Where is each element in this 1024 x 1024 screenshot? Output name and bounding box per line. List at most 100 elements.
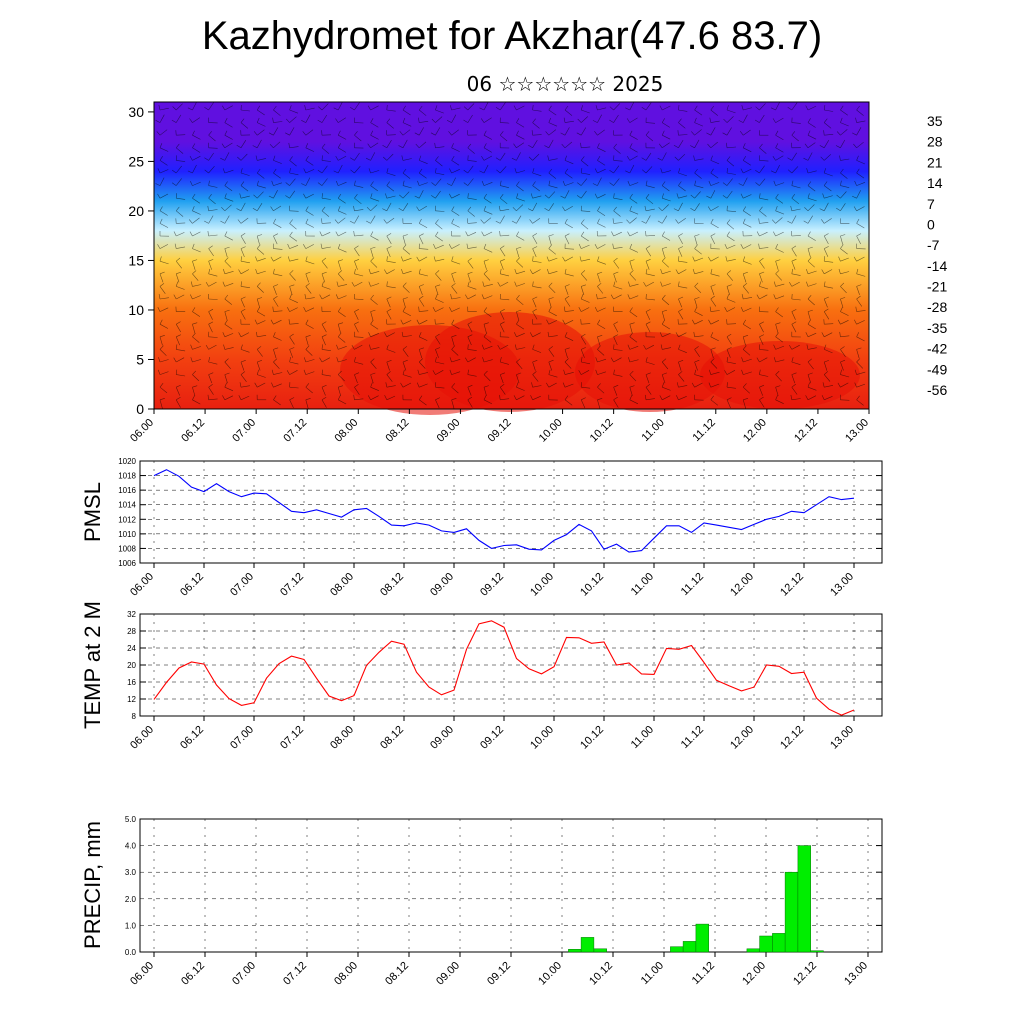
pmsl-xtick-label: 06.12 [178,571,206,599]
precip-frame [139,818,883,953]
colorbar-label: 35 [927,113,943,129]
precip-bar [580,937,595,953]
heatmap-ytick-label: 15 [128,252,144,268]
temp-xtick-label: 12.00 [728,724,756,752]
heatmap-ytick-label: 0 [136,401,144,417]
temp-ytick-label: 24 [127,644,136,653]
pmsl-xtick-label: 10.12 [578,571,606,599]
colorbar-label: -21 [927,279,947,295]
precip-bar [593,948,607,953]
precip-xtick-label: 06.12 [179,960,207,988]
precip-bar [746,948,760,953]
temp-xtick-label: 09.12 [478,724,506,752]
pmsl-xtick-label: 07.00 [228,571,256,599]
temp-xtick-label: 06.00 [128,724,156,752]
precip-xtick-label: 07.00 [230,960,258,988]
heatmap-ytick-label: 25 [128,153,144,169]
warm-core [575,332,725,412]
temp-ytick-label: 32 [127,610,136,619]
pmsl-frame [139,460,883,564]
pmsl-xtick-label: 12.12 [778,571,806,599]
precip-bar [682,941,697,953]
precip-ytick-label: 3.0 [125,868,137,877]
temp-ytick-label: 8 [132,712,137,721]
heatmap-xtick-label: 07.12 [281,417,309,445]
pmsl-xtick-label: 11.12 [679,571,706,598]
precip-bar [810,950,824,953]
pmsl-ytick-label: 1010 [118,530,136,539]
heatmap-ytick-label: 20 [128,203,144,219]
heatmap-xtick-label: 09.00 [435,417,463,445]
temp-ytick-label: 28 [127,627,136,636]
precip-xtick-label: 09.12 [485,960,513,988]
precip-bar [695,923,709,953]
colorbar-label: -7 [927,237,940,253]
temp-xtick-label: 06.12 [178,724,206,752]
temp-xtick-label: 08.00 [328,724,356,752]
heatmap-xtick-label: 11.00 [639,417,666,444]
temp-xtick-label: 07.12 [278,724,306,752]
temp-ytick-label: 12 [127,695,136,704]
colorbar-label: -28 [927,299,947,315]
chart-title: Kazhydromet for Akzhar(47.6 83.7) [201,14,823,58]
temp-xtick-label: 11.00 [629,724,656,751]
precip-bar [772,933,786,953]
pmsl-xtick-label: 07.12 [278,571,306,599]
pmsl-ytick-label: 1006 [118,559,136,568]
pmsl-ytick-label: 1018 [118,472,136,481]
precip-bar [797,845,811,953]
heatmap-xtick-label: 08.12 [384,417,412,445]
precip-xtick-label: 11.00 [639,960,666,987]
precip-xtick-label: 09.00 [434,960,462,988]
colorbar-label: 14 [927,175,943,191]
warm-core [700,341,860,409]
precip-bar [759,935,773,953]
heatmap-xtick-label: 06.00 [128,417,156,445]
colorbar-label: 28 [927,134,943,150]
precip-xtick-label: 12.00 [740,960,768,988]
colorbar-label: -56 [927,382,947,398]
pmsl-ytick-label: 1008 [118,544,136,553]
pmsl-xtick-label: 06.00 [128,571,156,599]
precip-ytick-label: 5.0 [125,815,137,824]
precip-xtick-label: 07.12 [281,960,309,988]
heatmap-xtick-label: 13.00 [843,417,871,445]
precip-bar [670,946,684,953]
temp-ytick-label: 20 [127,661,136,670]
precip-xtick-label: 06.00 [128,960,156,988]
temp-xtick-label: 10.00 [528,724,556,752]
pmsl-xtick-label: 09.12 [478,571,506,599]
temp-xtick-label: 08.12 [378,724,406,752]
heatmap-ytick-label: 30 [128,104,144,120]
pmsl-ytick-label: 1020 [118,457,136,466]
heatmap-ytick-label: 10 [128,302,144,318]
warm-core [425,312,595,412]
heatmap-xtick-label: 06.12 [179,417,207,445]
colorbar-label: -35 [927,320,947,336]
temp-xtick-label: 07.00 [228,724,256,752]
precip-xtick-label: 11.12 [690,960,717,987]
heatmap-xtick-label: 12.00 [741,417,769,445]
precip-xtick-label: 10.00 [536,960,564,988]
colorbar-label: -42 [927,341,947,357]
temp-xtick-label: 11.12 [679,724,706,751]
temp-ytick-label: 16 [127,678,136,687]
heatmap-xtick-label: 08.00 [332,417,360,445]
pmsl-ytick-label: 1016 [118,486,136,495]
pmsl-xtick-label: 10.00 [528,571,556,599]
pmsl-xtick-label: 13.00 [828,571,856,599]
precip-bar [568,949,582,953]
colorbar-label: 0 [927,216,935,232]
precip-xtick-label: 13.00 [842,960,870,988]
temp-xtick-label: 09.00 [428,724,456,752]
pmsl-ylabel: PMSL [80,482,105,542]
pmsl-xtick-label: 12.00 [728,571,756,599]
precip-ytick-label: 2.0 [125,895,137,904]
precip-xtick-label: 08.12 [383,960,411,988]
heatmap-xtick-label: 09.12 [486,417,514,445]
heatmap-xtick-label: 10.12 [588,417,616,445]
pmsl-xtick-label: 08.00 [328,571,356,599]
precip-bar [784,871,799,953]
heatmap-ytick-label: 5 [136,351,144,367]
